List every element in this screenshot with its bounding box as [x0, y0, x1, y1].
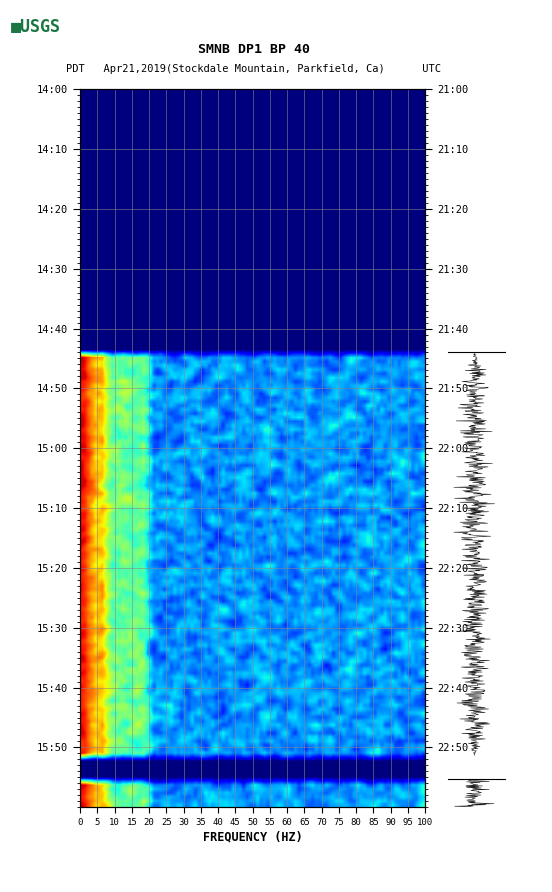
Text: ■USGS: ■USGS	[11, 18, 61, 36]
Text: SMNB DP1 BP 40: SMNB DP1 BP 40	[198, 43, 310, 56]
X-axis label: FREQUENCY (HZ): FREQUENCY (HZ)	[203, 830, 302, 844]
Text: PDT   Apr21,2019(Stockdale Mountain, Parkfield, Ca)      UTC: PDT Apr21,2019(Stockdale Mountain, Parkf…	[66, 64, 442, 74]
